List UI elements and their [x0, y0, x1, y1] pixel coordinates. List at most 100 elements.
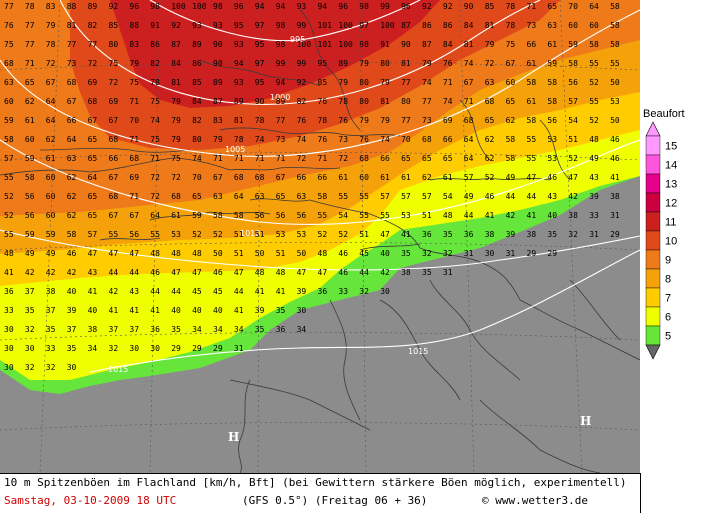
- gust-value: 87: [171, 40, 181, 49]
- gust-value: 36: [4, 287, 14, 296]
- gust-value: 74: [464, 59, 474, 68]
- legend-label: 15: [665, 141, 677, 153]
- gust-value: 30: [485, 249, 495, 258]
- gust-value: 32: [46, 363, 56, 372]
- gust-value: 70: [129, 116, 139, 125]
- gust-value: 41: [234, 306, 244, 315]
- gust-value: 66: [67, 116, 77, 125]
- gust-value: 51: [234, 230, 244, 239]
- gust-value: 57: [380, 192, 390, 201]
- gust-value: 75: [150, 97, 160, 106]
- legend-label: 9: [665, 255, 671, 267]
- gust-value: 101: [318, 40, 333, 49]
- gust-value: 93: [234, 40, 244, 49]
- gust-value: 80: [401, 97, 411, 106]
- gust-value: 72: [150, 173, 160, 182]
- gust-value: 47: [318, 268, 328, 277]
- gust-value: 71: [443, 78, 453, 87]
- gust-value: 95: [255, 78, 265, 87]
- gust-value: 66: [527, 40, 537, 49]
- gust-value: 60: [359, 173, 369, 182]
- isobar-label-1000: 1000: [270, 93, 290, 102]
- gust-value: 74: [422, 78, 432, 87]
- gust-value: 77: [422, 97, 432, 106]
- gust-value: 48: [255, 268, 265, 277]
- gust-value: 37: [25, 287, 35, 296]
- legend-label: 13: [665, 179, 677, 191]
- gust-value: 29: [192, 344, 202, 353]
- gust-value: 56: [25, 192, 35, 201]
- gust-value: 47: [297, 268, 307, 277]
- gust-value: 68: [359, 154, 369, 163]
- isobar-label-995: 995: [290, 35, 305, 44]
- gust-value: 67: [464, 78, 474, 87]
- gust-value: 52: [589, 116, 599, 125]
- gust-value: 56: [129, 230, 139, 239]
- gust-value: 65: [88, 192, 98, 201]
- gust-value: 64: [88, 173, 98, 182]
- gust-value: 81: [171, 78, 181, 87]
- gust-value: 71: [464, 97, 474, 106]
- gust-value: 30: [297, 306, 307, 315]
- gust-value: 82: [150, 59, 160, 68]
- gust-value: 68: [67, 78, 77, 87]
- gust-value: 38: [401, 268, 411, 277]
- gust-value: 95: [234, 21, 244, 30]
- gust-value: 90: [255, 97, 265, 106]
- gust-value: 50: [255, 249, 265, 258]
- gust-value: 35: [276, 306, 286, 315]
- gust-value: 94: [318, 2, 328, 11]
- gust-value: 75: [171, 154, 181, 163]
- gust-value: 59: [25, 230, 35, 239]
- isobar-1005: [0, 9, 640, 157]
- gust-value: 101: [318, 21, 333, 30]
- gust-value: 62: [67, 173, 77, 182]
- gust-value: 64: [150, 211, 160, 220]
- gust-value: 65: [401, 154, 411, 163]
- gust-value: 40: [88, 306, 98, 315]
- gust-value: 64: [46, 97, 56, 106]
- gust-value: 89: [338, 59, 348, 68]
- gust-value: 49: [589, 154, 599, 163]
- gust-value: 46: [547, 173, 557, 182]
- gust-value: 58: [234, 211, 244, 220]
- gust-value: 43: [547, 192, 557, 201]
- gust-value: 99: [297, 59, 307, 68]
- isobar-995: [149, 0, 421, 42]
- gust-value: 35: [25, 306, 35, 315]
- gust-value: 73: [67, 59, 77, 68]
- gust-value: 72: [150, 192, 160, 201]
- gust-value: 41: [4, 268, 14, 277]
- gust-value: 41: [276, 287, 286, 296]
- gust-value: 76: [443, 59, 453, 68]
- gust-value: 72: [338, 154, 348, 163]
- gust-value: 90: [464, 2, 474, 11]
- gust-value: 30: [25, 344, 35, 353]
- gust-value: 78: [234, 135, 244, 144]
- gust-value: 63: [4, 78, 14, 87]
- gust-value: 66: [297, 173, 307, 182]
- gust-value: 73: [276, 135, 286, 144]
- gust-value: 91: [150, 21, 160, 30]
- gust-value: 87: [401, 21, 411, 30]
- gust-value: 78: [506, 21, 516, 30]
- high-pressure-marker: H: [228, 430, 239, 444]
- gust-value: 35: [547, 230, 557, 239]
- gust-value: 40: [547, 211, 557, 220]
- gust-value: 42: [67, 268, 77, 277]
- gust-value: 78: [506, 2, 516, 11]
- gust-value: 65: [88, 154, 98, 163]
- gust-value: 55: [589, 97, 599, 106]
- gust-value: 45: [213, 287, 223, 296]
- gust-value: 77: [4, 2, 14, 11]
- isobar-label-1005: 1005: [225, 145, 245, 154]
- gust-value: 72: [485, 59, 495, 68]
- gust-value: 77: [25, 21, 35, 30]
- gust-value: 94: [276, 78, 286, 87]
- gust-value: 55: [380, 211, 390, 220]
- gust-value: 58: [610, 21, 620, 30]
- gust-value: 86: [150, 40, 160, 49]
- gust-value: 38: [610, 192, 620, 201]
- gust-value: 46: [338, 268, 348, 277]
- gust-value: 55: [589, 59, 599, 68]
